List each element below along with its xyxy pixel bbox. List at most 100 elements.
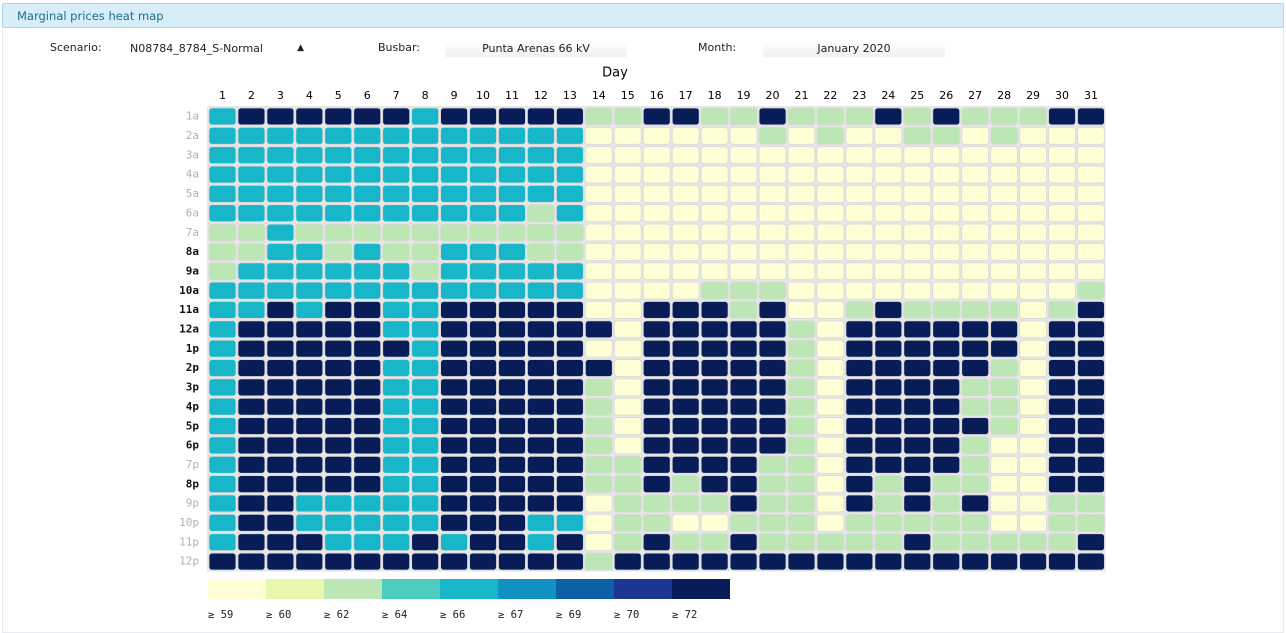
cell [208,262,237,281]
cell [1048,455,1076,474]
cell [845,243,874,261]
cell [295,165,324,184]
cell [266,494,295,513]
cell [787,455,816,474]
cell [208,281,237,300]
cell [469,281,497,300]
cell [932,184,961,203]
cell [527,146,555,165]
cell [700,204,729,223]
cell [642,494,671,513]
cell [613,281,642,300]
cell [353,107,382,126]
cell [671,397,700,416]
cell [642,281,671,300]
cell [671,475,700,493]
y-tick-label: 8p [186,477,200,490]
cell [758,281,787,300]
cell [1019,455,1047,474]
cell [845,475,874,493]
cell [990,281,1019,300]
x-tick-label: 11 [505,89,519,102]
cell [758,397,787,416]
cell [816,107,845,126]
cell [990,417,1019,435]
cell [556,126,584,145]
cell [1077,281,1105,300]
cell [584,533,613,552]
legend-label: ≥ 69 [556,609,581,621]
cell [411,184,439,203]
cell [903,320,932,339]
cell [1019,417,1047,435]
cell [266,165,295,184]
cell [729,417,758,435]
cell [266,417,295,435]
cell [1019,494,1047,513]
cell [266,320,295,339]
cell [961,281,990,300]
cell [556,339,584,358]
cell [671,533,700,552]
cell [700,301,729,319]
cell [700,494,729,513]
cell [527,320,555,339]
cell [527,455,555,474]
cell [758,223,787,242]
cell [498,339,526,358]
cell [295,243,324,261]
cell [527,494,555,513]
cell [816,281,845,300]
cell [469,533,497,552]
cell [845,301,874,319]
cell [324,475,353,493]
cell [295,223,324,242]
cell [671,359,700,377]
month-field[interactable]: January 2020 [763,40,945,57]
cell [584,301,613,319]
cell [440,165,468,184]
cell [1077,204,1105,223]
cell [469,204,497,223]
cell [700,320,729,339]
cell [671,165,700,184]
x-tick-label: 20 [766,89,780,102]
cell [237,281,266,300]
cell [787,533,816,552]
x-tick-label: 6 [364,89,371,102]
cell [353,184,382,203]
cell [816,552,845,571]
cell [382,359,411,377]
cell [1048,359,1076,377]
cell [295,301,324,319]
x-tick-label: 27 [968,89,982,102]
cell [266,339,295,358]
cell [903,397,932,416]
cell [700,552,729,571]
cell [700,243,729,261]
cell [729,320,758,339]
legend-label: ≥ 66 [440,609,465,621]
cell [671,552,700,571]
cell [671,223,700,242]
cell [382,301,411,319]
cell [208,378,237,397]
cell [382,513,411,532]
cell [932,223,961,242]
busbar-field[interactable]: Punta Arenas 66 kV [445,40,627,57]
cell [613,455,642,474]
cell [584,204,613,223]
cell [295,455,324,474]
cell [642,359,671,377]
cell [932,204,961,223]
cell [700,417,729,435]
cell [1048,494,1076,513]
cell [671,436,700,455]
cell [961,223,990,242]
cell [758,107,787,126]
cell [642,417,671,435]
cell [700,262,729,281]
cell [556,146,584,165]
scenario-select[interactable]: N08784_8784_S-Normal ▲︎ [130,40,308,57]
cell [990,184,1019,203]
